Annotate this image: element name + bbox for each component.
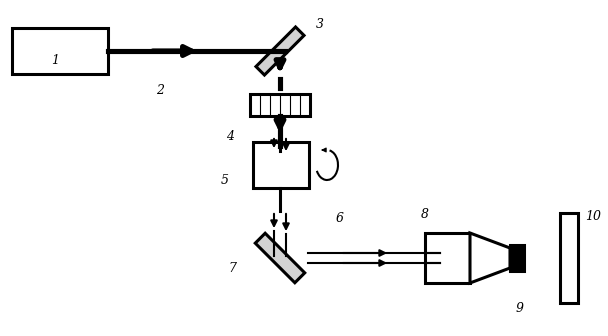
FancyBboxPatch shape — [425, 233, 470, 283]
Text: 1: 1 — [51, 54, 59, 68]
Polygon shape — [470, 233, 510, 283]
Text: 5: 5 — [221, 174, 229, 187]
FancyBboxPatch shape — [253, 142, 309, 188]
Polygon shape — [256, 27, 304, 75]
Text: 3: 3 — [316, 17, 324, 31]
Text: 9: 9 — [516, 301, 524, 314]
FancyBboxPatch shape — [560, 213, 578, 303]
Polygon shape — [255, 233, 305, 283]
Text: 7: 7 — [228, 261, 236, 275]
Text: 10: 10 — [585, 210, 601, 222]
FancyBboxPatch shape — [12, 28, 108, 74]
Text: 2: 2 — [156, 84, 164, 97]
FancyBboxPatch shape — [250, 94, 310, 116]
Text: 4: 4 — [226, 129, 234, 142]
FancyBboxPatch shape — [510, 245, 524, 271]
Text: 8: 8 — [421, 208, 429, 220]
Text: 6: 6 — [336, 211, 344, 224]
